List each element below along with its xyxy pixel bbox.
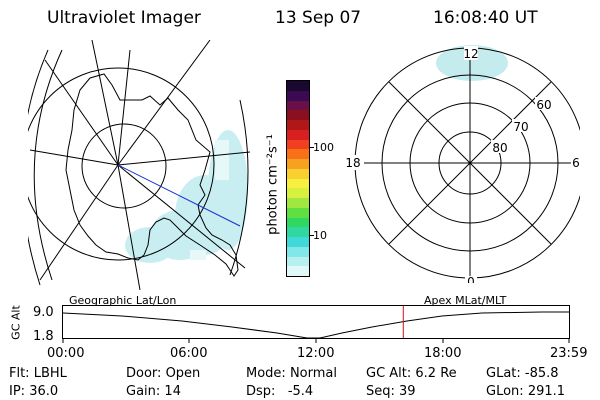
info-gc-alt: GC Alt: 6.2 Re: [366, 366, 457, 381]
timeline-xtick-1800: 18:00: [424, 346, 462, 361]
mlt-polar-map: 12 18 6 0 60 70 80: [342, 45, 580, 283]
colorbar-segment: [287, 100, 309, 111]
emission-speckle: [190, 140, 229, 260]
mlt-label-dawn: 6: [572, 156, 580, 170]
mlt-map-label: Apex MLat/MLT: [424, 294, 507, 307]
observation-time: 16:08:40 UT: [433, 8, 538, 28]
info-gain: Gain: 14: [126, 384, 181, 399]
timeline-ytick-top: 9.0: [33, 305, 54, 320]
colorbar-tickmark-100: [309, 147, 314, 148]
emission-region: [125, 130, 248, 263]
mlt-label-midnight: 0: [467, 275, 475, 283]
latitude-circle-outer: [28, 67, 215, 261]
info-door: Door: Open: [126, 366, 201, 381]
dipole-axis-line: [117, 164, 241, 227]
meridian-lines: [29, 40, 250, 290]
mlt-label-noon: 12: [463, 47, 478, 61]
colorbar-segment: [287, 198, 309, 208]
colorbar-segment: [287, 168, 309, 179]
geo-map-label: Geographic Lat/Lon: [69, 294, 177, 307]
colorbar-segment: [287, 207, 309, 218]
info-mode: Mode: Normal: [246, 366, 337, 381]
observation-date: 13 Sep 07: [275, 8, 362, 28]
mlat-label-70: 70: [513, 120, 528, 134]
timeline-xtick-0600: 06:00: [170, 346, 208, 361]
colorbar-segment: [287, 237, 309, 247]
colorbar-segment: [287, 90, 309, 101]
colorbar-tick-100: 100: [313, 141, 334, 154]
colorbar-segment: [287, 149, 309, 159]
info-filter: Flt: LBHL: [9, 366, 67, 381]
color-scale-bar: [286, 80, 310, 277]
mlt-grid-lines: [355, 48, 580, 278]
timeline-xtick-1200: 12:00: [297, 346, 335, 361]
colorbar-segment: [287, 188, 309, 198]
info-dsp: Dsp: -5.4: [246, 384, 314, 399]
colorbar-segment: [287, 178, 309, 189]
timeline-xtick-marks: [62, 338, 570, 343]
colorbar-segment: [287, 266, 309, 276]
colorbar-unit-label: photon cm⁻²s⁻¹: [265, 134, 281, 235]
colorbar-segment: [287, 159, 309, 169]
colorbar-tick-10: 10: [313, 229, 327, 242]
colorbar-segment: [287, 129, 309, 140]
latitude-circle-inner: [81, 123, 167, 209]
colorbar-segment: [287, 110, 309, 120]
instrument-title: Ultraviolet Imager: [47, 8, 201, 28]
coastline: [65, 73, 239, 277]
timeline-xtick-0000: 00:00: [47, 346, 85, 361]
mlt-emission-region: [436, 45, 508, 81]
colorbar-segment: [287, 217, 309, 228]
geographic-map: [28, 40, 250, 290]
mlt-label-dusk: 18: [345, 156, 360, 170]
info-ip: IP: 36.0: [9, 384, 59, 399]
info-seq: Seq: 39: [366, 384, 416, 399]
timeline-ytick-bottom: 1.8: [33, 329, 54, 344]
altitude-curve: [62, 311, 569, 339]
colorbar-segment: [287, 120, 309, 130]
altitude-timeline: [62, 305, 570, 343]
colorbar-segment: [287, 227, 309, 237]
timeline-xtick-2359: 23:59: [550, 346, 588, 361]
mlat-label-80: 80: [492, 141, 507, 155]
info-glat: GLat: -85.8: [486, 366, 559, 381]
timeline-ylabel: GC Alt: [9, 305, 23, 340]
colorbar-segment: [287, 81, 309, 91]
colorbar-segment: [287, 139, 309, 150]
colorbar-tickmark-10: [309, 235, 314, 236]
mlat-label-60: 60: [536, 98, 551, 112]
colorbar-segment: [287, 246, 309, 257]
colorbar-segment: [287, 256, 309, 267]
info-glon: GLon: 291.1: [486, 384, 566, 399]
